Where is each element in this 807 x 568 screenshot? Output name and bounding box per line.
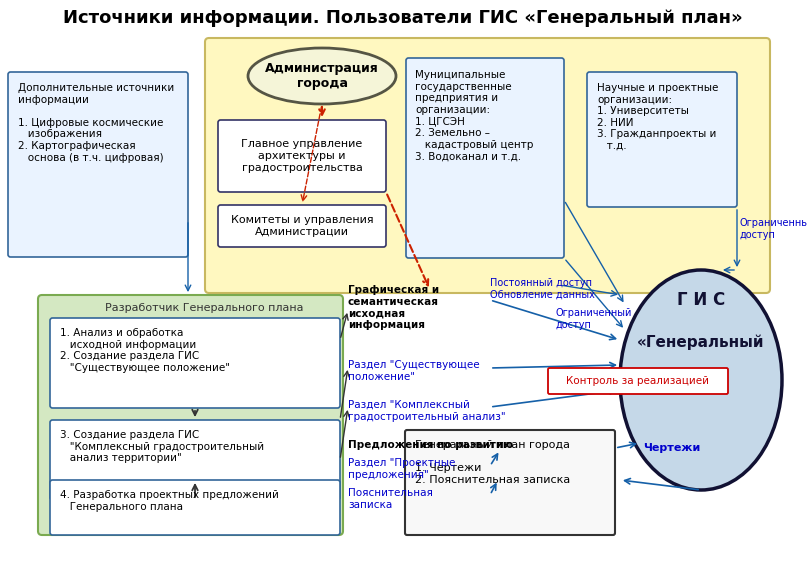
FancyBboxPatch shape xyxy=(205,38,770,293)
Text: Контроль за реализацией: Контроль за реализацией xyxy=(567,376,709,386)
FancyBboxPatch shape xyxy=(548,368,728,394)
FancyBboxPatch shape xyxy=(50,318,340,408)
FancyBboxPatch shape xyxy=(587,72,737,207)
Text: Чертежи: Чертежи xyxy=(643,443,700,453)
Text: Генеральный план города

1. Чертежи
2. Пояснительная записка: Генеральный план города 1. Чертежи 2. По… xyxy=(415,440,571,485)
Text: Дополнительные источники
информации

1. Цифровые космические
   изображения
2. К: Дополнительные источники информации 1. Ц… xyxy=(18,83,174,162)
Text: Раздел "Комплексный
градостроительный анализ": Раздел "Комплексный градостроительный ан… xyxy=(348,400,506,421)
Text: Пояснительная
записка: Пояснительная записка xyxy=(348,488,433,509)
Text: 4. Разработка проектных предложений
   Генерального плана: 4. Разработка проектных предложений Гене… xyxy=(60,490,279,512)
Text: Ограниченный
доступ: Ограниченный доступ xyxy=(740,218,807,240)
Text: Разработчик Генерального плана: Разработчик Генерального плана xyxy=(105,303,303,313)
Text: Постоянный доступ
Обновление данных: Постоянный доступ Обновление данных xyxy=(490,278,595,299)
Text: Муниципальные
государственные
предприятия и
организации:
1. ЦГСЭН
2. Земельно –
: Муниципальные государственные предприяти… xyxy=(415,70,533,161)
Text: Раздел "Существующее
положение": Раздел "Существующее положение" xyxy=(348,360,479,382)
Text: Научные и проектные
организации:
1. Университеты
2. НИИ
3. Гражданпроекты и
   т: Научные и проектные организации: 1. Унив… xyxy=(597,83,718,151)
Text: Комитеты и управления
Администрации: Комитеты и управления Администрации xyxy=(231,215,374,237)
FancyBboxPatch shape xyxy=(8,72,188,257)
FancyBboxPatch shape xyxy=(405,430,615,535)
FancyBboxPatch shape xyxy=(50,420,340,500)
FancyBboxPatch shape xyxy=(38,295,343,535)
Text: «Генеральный

план»: «Генеральный план» xyxy=(638,335,765,385)
Text: Ограниченный
доступ: Ограниченный доступ xyxy=(555,308,631,329)
Text: 1. Анализ и обработка
   исходной информации
2. Создание раздела ГИС
   "Существ: 1. Анализ и обработка исходной информаци… xyxy=(60,328,230,373)
Ellipse shape xyxy=(248,48,396,104)
Text: Г И С: Г И С xyxy=(677,291,725,309)
Text: Графическая и
семантическая
исходная
информация: Графическая и семантическая исходная инф… xyxy=(348,285,439,330)
Text: Администрация
города: Администрация города xyxy=(266,62,378,90)
FancyBboxPatch shape xyxy=(218,120,386,192)
FancyBboxPatch shape xyxy=(50,480,340,535)
Text: Источники информации. Пользователи ГИС «Генеральный план»: Источники информации. Пользователи ГИС «… xyxy=(63,9,743,27)
FancyBboxPatch shape xyxy=(218,205,386,247)
Text: Предложения по развитию: Предложения по развитию xyxy=(348,440,513,450)
FancyBboxPatch shape xyxy=(406,58,564,258)
Text: 3. Создание раздела ГИС
   "Комплексный градостроительный
   анализ территории": 3. Создание раздела ГИС "Комплексный гра… xyxy=(60,430,264,463)
Text: Раздел "Проектные
предложения": Раздел "Проектные предложения" xyxy=(348,458,455,479)
Text: Главное управление
архитектуры и
градостроительства: Главное управление архитектуры и градост… xyxy=(241,139,362,173)
Ellipse shape xyxy=(620,270,782,490)
